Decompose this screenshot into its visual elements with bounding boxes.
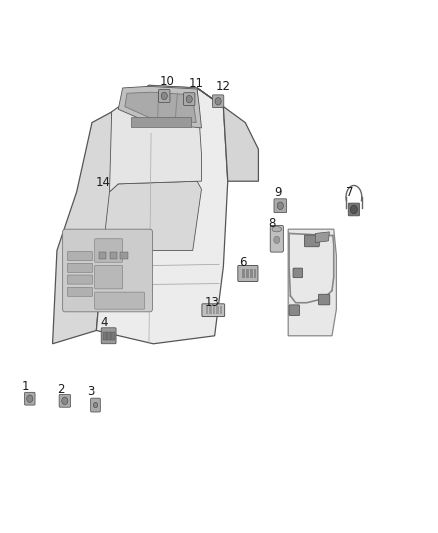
- Bar: [254, 269, 256, 278]
- FancyBboxPatch shape: [95, 239, 123, 262]
- Bar: [103, 332, 107, 340]
- Polygon shape: [125, 92, 196, 123]
- Polygon shape: [197, 88, 258, 181]
- Polygon shape: [103, 181, 201, 251]
- Bar: [111, 332, 115, 340]
- Bar: [220, 306, 222, 314]
- Circle shape: [161, 92, 167, 100]
- FancyBboxPatch shape: [67, 275, 92, 284]
- FancyBboxPatch shape: [95, 292, 145, 309]
- FancyBboxPatch shape: [318, 294, 330, 305]
- Text: 10: 10: [160, 75, 175, 87]
- Bar: [250, 269, 253, 278]
- Bar: [246, 269, 249, 278]
- Bar: [242, 269, 245, 278]
- Bar: [107, 332, 111, 340]
- Text: 12: 12: [216, 80, 231, 93]
- Bar: [209, 306, 212, 314]
- FancyBboxPatch shape: [59, 394, 71, 407]
- FancyBboxPatch shape: [101, 328, 116, 344]
- Text: 3: 3: [88, 385, 95, 398]
- Bar: [213, 306, 215, 314]
- FancyBboxPatch shape: [67, 287, 92, 296]
- FancyBboxPatch shape: [131, 117, 191, 127]
- Circle shape: [350, 205, 357, 214]
- Text: 4: 4: [100, 316, 108, 329]
- FancyBboxPatch shape: [95, 265, 123, 289]
- FancyBboxPatch shape: [67, 263, 92, 272]
- Text: 14: 14: [95, 176, 110, 189]
- FancyBboxPatch shape: [274, 199, 287, 213]
- Circle shape: [186, 95, 192, 103]
- FancyBboxPatch shape: [304, 235, 319, 247]
- Text: 2: 2: [57, 383, 64, 395]
- Circle shape: [215, 98, 221, 105]
- Text: 11: 11: [188, 77, 203, 90]
- FancyBboxPatch shape: [184, 93, 195, 106]
- Bar: [99, 252, 106, 259]
- Polygon shape: [53, 112, 118, 344]
- FancyBboxPatch shape: [25, 392, 35, 405]
- Text: 8: 8: [269, 217, 276, 230]
- FancyBboxPatch shape: [63, 229, 152, 312]
- Bar: [216, 306, 219, 314]
- FancyBboxPatch shape: [293, 268, 303, 278]
- Polygon shape: [288, 229, 336, 336]
- FancyBboxPatch shape: [159, 90, 170, 102]
- FancyBboxPatch shape: [270, 225, 283, 252]
- Ellipse shape: [272, 227, 282, 232]
- FancyBboxPatch shape: [202, 304, 225, 317]
- Text: 7: 7: [346, 187, 353, 199]
- Text: 9: 9: [274, 187, 282, 199]
- Circle shape: [27, 395, 33, 402]
- FancyBboxPatch shape: [212, 95, 224, 108]
- Polygon shape: [110, 85, 201, 192]
- Circle shape: [93, 402, 98, 408]
- FancyBboxPatch shape: [289, 305, 300, 316]
- FancyBboxPatch shape: [348, 203, 360, 216]
- FancyBboxPatch shape: [67, 252, 92, 261]
- Text: 1: 1: [21, 380, 29, 393]
- Polygon shape: [96, 85, 228, 344]
- Circle shape: [277, 202, 283, 209]
- Circle shape: [62, 397, 68, 405]
- Polygon shape: [118, 86, 201, 128]
- FancyBboxPatch shape: [91, 398, 100, 412]
- Circle shape: [274, 236, 280, 244]
- FancyBboxPatch shape: [238, 265, 258, 281]
- Bar: [120, 252, 128, 259]
- Bar: [206, 306, 208, 314]
- Text: 13: 13: [205, 296, 220, 309]
- Bar: [110, 252, 117, 259]
- Polygon shape: [315, 232, 329, 243]
- Text: 6: 6: [239, 256, 247, 269]
